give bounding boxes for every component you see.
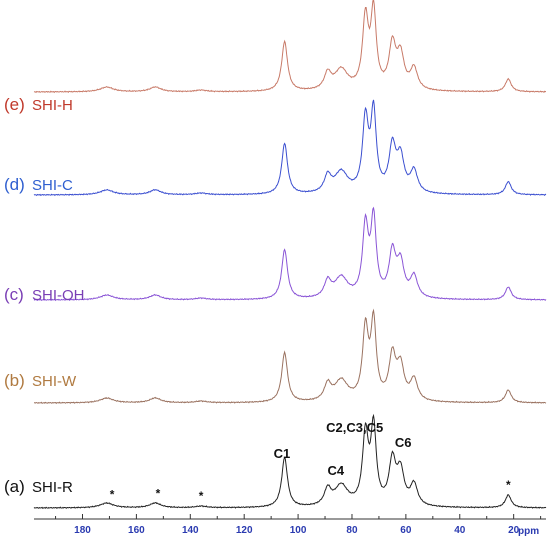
series-name-shi-h: SHI-H [32,97,73,114]
x-tick-label: 120 [236,525,253,536]
x-tick-label: 160 [128,525,145,536]
series-letter-shi-r: (a) [4,477,25,496]
spinning-sideband-marker: * [110,487,115,501]
series-name-shi-w: SHI-W [32,373,77,390]
x-tick-label: 140 [182,525,199,536]
x-tick-label: 80 [346,525,358,536]
series-line-shi-c [33,99,547,197]
series-letter-shi-h: (e) [4,95,25,114]
peak-label-c2-c3-c5: C2,C3,C5 [326,420,383,435]
spectra-traces [33,0,547,510]
series-line-shi-oh [33,206,547,302]
x-axis-unit-label: ppm [518,526,539,537]
spinning-sideband-marker: * [506,478,511,492]
x-tick-label: 100 [290,525,307,536]
series-name-shi-r: SHI-R [32,479,73,496]
peak-annotations: C1 C4 C2,C3,C5 C6 * * * * [110,420,511,503]
x-axis: 180 160 140 120 100 80 60 40 20 ppm [34,514,546,537]
x-tick-label: 20 [508,525,520,536]
series-letter-shi-oh: (c) [4,285,24,304]
series-letter-shi-w: (b) [4,371,25,390]
series-line-shi-w [33,308,547,405]
peak-label-c1: C1 [274,446,291,461]
x-tick-label: 60 [400,525,412,536]
series-line-shi-h [33,0,547,94]
peak-label-c6: C6 [395,435,412,450]
spinning-sideband-marker: * [156,487,161,501]
peak-label-c4: C4 [327,463,344,478]
x-tick-label: 180 [74,525,91,536]
series-labels: (e) SHI-H (d) SHI-C (c) SHI-OH (b) SHI-W (a) SHI-… [4,95,85,496]
x-tick-label: 40 [454,525,466,536]
spinning-sideband-marker: * [199,489,204,503]
series-letter-shi-c: (d) [4,175,25,194]
series-name-shi-c: SHI-C [32,177,73,194]
series-line-shi-r [33,413,547,510]
series-name-shi-oh: SHI-OH [32,287,85,304]
x-axis-ticks: 180 160 140 120 100 80 60 40 20 [55,514,542,536]
